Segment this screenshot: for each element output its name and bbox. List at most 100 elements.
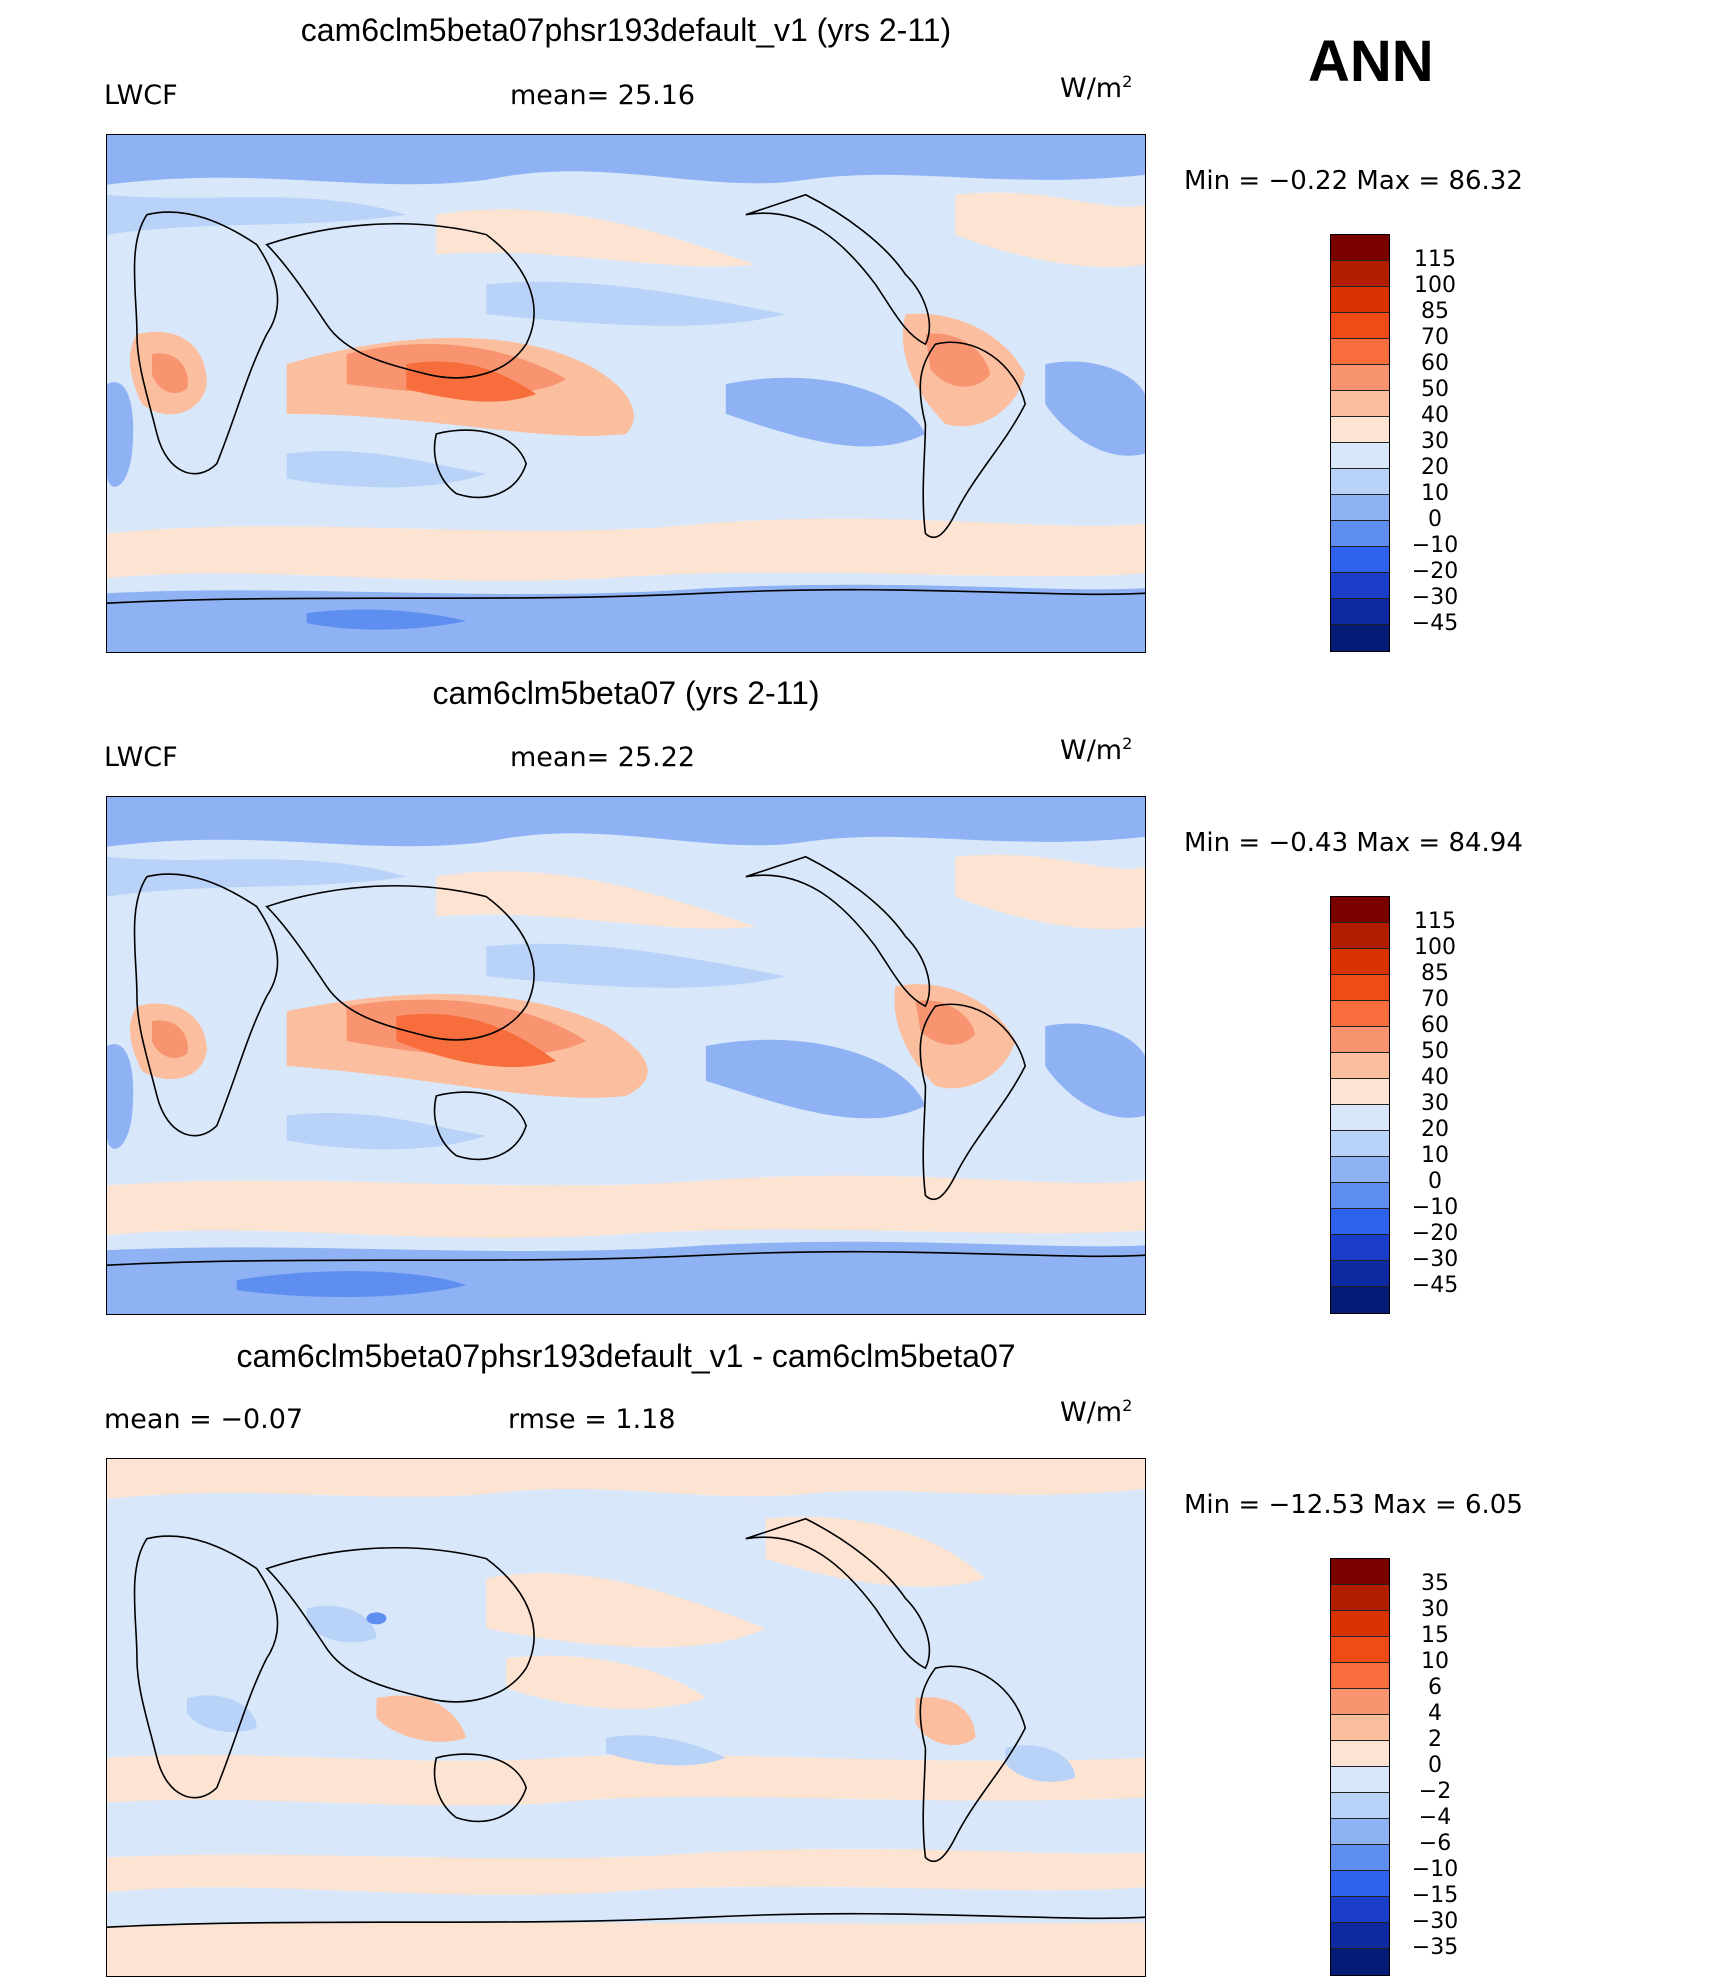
panel-2-colorbar-swatch <box>1331 1209 1389 1235</box>
panel-1-colorbar-swatch <box>1331 287 1389 313</box>
panel-3-tick-label: 2 <box>1428 1727 1442 1752</box>
panel-2-colorbar-swatch <box>1331 1027 1389 1053</box>
panel-1-tick-label: −45 <box>1411 611 1459 636</box>
panel-3-map <box>106 1458 1146 1977</box>
panel-2-colorbar-swatch <box>1331 1105 1389 1131</box>
panel-3-tick-label: −2 <box>1418 1779 1452 1804</box>
panel-2-tick-label: −10 <box>1411 1195 1459 1220</box>
panel-1-units: W/m2 <box>1060 72 1133 104</box>
panel-2-colorbar-swatch <box>1331 975 1389 1001</box>
panel-1-colorbar-swatch <box>1331 443 1389 469</box>
panel-3-tick-label: 35 <box>1421 1571 1449 1596</box>
panel-1-colorbar-swatch <box>1331 261 1389 287</box>
panel-3-mean-label: mean = −0.07 <box>104 1404 304 1435</box>
panel-3-tick-label: 15 <box>1421 1623 1449 1648</box>
panel-1-tick-label: 20 <box>1421 455 1449 480</box>
panel-3-colorbar <box>1330 1558 1390 1976</box>
panel-2-minmax: Min = −0.43 Max = 84.94 <box>1184 828 1523 858</box>
panel-2-colorbar-swatch <box>1331 1053 1389 1079</box>
panel-3-colorbar-swatch <box>1331 1819 1389 1845</box>
panel-2-colorbar-swatch <box>1331 897 1389 923</box>
panel-2-colorbar-swatch <box>1331 1157 1389 1183</box>
panel-1-title: cam6clm5beta07phsr193default_v1 (yrs 2-1… <box>300 12 952 48</box>
panel-3-tick-label: −6 <box>1418 1831 1452 1856</box>
panel-1-tick-label: 115 <box>1414 247 1456 272</box>
panel-2-colorbar-swatch <box>1331 1079 1389 1105</box>
panel-2-tick-label: 0 <box>1428 1169 1442 1194</box>
panel-1-colorbar-swatch <box>1331 599 1389 625</box>
panel-3-colorbar-swatch <box>1331 1663 1389 1689</box>
panel-3-units: W/m2 <box>1060 1396 1133 1428</box>
panel-3-colorbar-swatch <box>1331 1949 1389 1975</box>
panel-2-colorbar-swatch <box>1331 1287 1389 1313</box>
panel-1-colorbar-swatch <box>1331 313 1389 339</box>
panel-3-colorbar-swatch <box>1331 1871 1389 1897</box>
panel-1-tick-label: 70 <box>1421 325 1449 350</box>
panel-1-colorbar <box>1330 234 1390 652</box>
panel-3-minmax: Min = −12.53 Max = 6.05 <box>1184 1490 1523 1520</box>
panel-1-colorbar-swatch <box>1331 495 1389 521</box>
panel-1-colorbar-swatch <box>1331 365 1389 391</box>
panel-2-tick-label: 50 <box>1421 1039 1449 1064</box>
panel-1-colorbar-swatch <box>1331 521 1389 547</box>
panel-1-colorbar-swatch <box>1331 339 1389 365</box>
panel-3-colorbar-swatch <box>1331 1637 1389 1663</box>
panel-3-tick-label: 4 <box>1428 1701 1442 1726</box>
panel-3-tick-label: −10 <box>1411 1857 1459 1882</box>
panel-3-tick-label: −15 <box>1411 1883 1459 1908</box>
panel-1-tick-label: 40 <box>1421 403 1449 428</box>
panel-1-colorbar-swatch <box>1331 469 1389 495</box>
panel-2-variable-label: LWCF <box>104 742 178 773</box>
panel-1-minmax: Min = −0.22 Max = 86.32 <box>1184 166 1523 196</box>
panel-3-tick-label: −30 <box>1411 1909 1459 1934</box>
panel-2-tick-label: −45 <box>1411 1273 1459 1298</box>
panel-2-tick-label: 30 <box>1421 1091 1449 1116</box>
panel-1-tick-label: 0 <box>1428 507 1442 532</box>
panel-2-colorbar-swatch <box>1331 949 1389 975</box>
panel-2-colorbar-swatch <box>1331 923 1389 949</box>
panel-2-tick-label: 60 <box>1421 1013 1449 1038</box>
panel-3-colorbar-swatch <box>1331 1845 1389 1871</box>
panel-3-colorbar-swatch <box>1331 1741 1389 1767</box>
panel-2-units: W/m2 <box>1060 734 1133 766</box>
panel-1-colorbar-swatch <box>1331 235 1389 261</box>
panel-3-tick-label: 30 <box>1421 1597 1449 1622</box>
panel-3-colorbar-swatch <box>1331 1611 1389 1637</box>
panel-2-title: cam6clm5beta07 (yrs 2-11) <box>432 675 820 711</box>
panel-1-tick-label: −10 <box>1411 533 1459 558</box>
panel-3-colorbar-swatch <box>1331 1793 1389 1819</box>
panel-3-title: cam6clm5beta07phsr193default_v1 - cam6cl… <box>236 1338 1016 1374</box>
panel-1-tick-label: 10 <box>1421 481 1449 506</box>
panel-1-tick-label: 50 <box>1421 377 1449 402</box>
panel-2-mean-label: mean= 25.22 <box>510 742 696 773</box>
season-label: ANN <box>1308 29 1434 94</box>
panel-2-tick-label: 20 <box>1421 1117 1449 1142</box>
panel-2-tick-label: −20 <box>1411 1221 1459 1246</box>
panel-1-tick-label: 85 <box>1421 299 1449 324</box>
panel-2-colorbar-swatch <box>1331 1235 1389 1261</box>
panel-2-tick-label: 10 <box>1421 1143 1449 1168</box>
panel-2-map <box>106 796 1146 1315</box>
panel-1-tick-label: 30 <box>1421 429 1449 454</box>
panel-2-tick-label: 70 <box>1421 987 1449 1012</box>
panel-2-colorbar-swatch <box>1331 1261 1389 1287</box>
panel-1-map <box>106 134 1146 653</box>
panel-2-tick-label: 40 <box>1421 1065 1449 1090</box>
panel-3-colorbar-swatch <box>1331 1559 1389 1585</box>
panel-3-colorbar-swatch <box>1331 1689 1389 1715</box>
panel-2-colorbar-swatch <box>1331 1183 1389 1209</box>
panel-3-tick-label: −4 <box>1418 1805 1452 1830</box>
panel-3-tick-label: −35 <box>1411 1935 1459 1960</box>
panel-1-colorbar-swatch <box>1331 625 1389 651</box>
panel-2-tick-label: 115 <box>1414 909 1456 934</box>
panel-1-tick-label: 100 <box>1414 273 1456 298</box>
panel-3-tick-label: 0 <box>1428 1753 1442 1778</box>
panel-1-tick-label: 60 <box>1421 351 1449 376</box>
panel-2-colorbar-swatch <box>1331 1001 1389 1027</box>
panel-1-colorbar-swatch <box>1331 391 1389 417</box>
panel-1-colorbar-swatch <box>1331 573 1389 599</box>
panel-3-colorbar-swatch <box>1331 1923 1389 1949</box>
panel-3-colorbar-swatch <box>1331 1897 1389 1923</box>
panel-2-tick-label: −30 <box>1411 1247 1459 1272</box>
panel-1-colorbar-swatch <box>1331 417 1389 443</box>
